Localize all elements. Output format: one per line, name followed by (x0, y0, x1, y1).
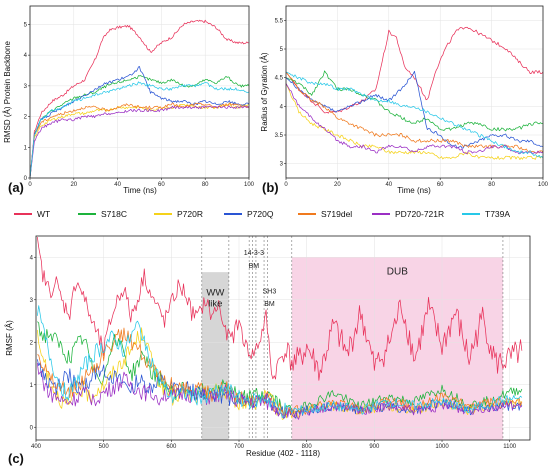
x-tick-label: 0 (28, 182, 32, 188)
series-line-pd720-721r (36, 362, 523, 420)
motif-annotation: 14-3-3 (244, 250, 264, 257)
y-tick-label: 0 (24, 176, 28, 182)
region-label-ww-like: WW like (206, 288, 224, 310)
y-tick-label: 5 (280, 47, 284, 53)
panel-label-a: (a) (8, 180, 24, 195)
x-tick-label: 600 (166, 444, 177, 450)
series-line-s718c (29, 75, 250, 179)
x-tick-label: 700 (234, 444, 245, 450)
y-tick-label: 3 (24, 84, 28, 90)
series-line-wt (285, 26, 544, 114)
x-tick-label: 60 (158, 182, 165, 188)
y-tick-label: 0 (30, 425, 34, 431)
series-line-s719del (37, 327, 523, 418)
x-tick-label: 20 (334, 182, 341, 188)
series-line-pd720-721r (29, 105, 250, 179)
y-axis-label: Radius of Gyration (Å) (260, 52, 269, 131)
y-tick-label: 4 (24, 53, 28, 59)
series-line-pd720-721r (285, 83, 544, 155)
x-tick-label: 80 (488, 182, 495, 188)
motif-annotation: SH3 (263, 288, 277, 295)
y-tick-label: 4.5 (275, 76, 284, 82)
y-tick-label: 3.5 (275, 133, 284, 139)
series-line-s719del (29, 102, 250, 179)
y-tick-label: 4 (280, 104, 284, 110)
x-tick-label: 100 (538, 182, 549, 188)
y-tick-label: 5 (24, 22, 28, 28)
plot-frame (35, 235, 531, 441)
series-line-wt (36, 236, 523, 381)
x-tick-label: 40 (385, 182, 392, 188)
y-tick-label: 1 (30, 383, 34, 389)
y-axis-label: RMSF (Å) (5, 320, 14, 356)
x-axis-label: Time (ns) (123, 186, 157, 195)
y-tick-label: 3 (30, 298, 34, 304)
plot-frame (285, 5, 544, 179)
x-tick-label: 100 (244, 182, 255, 188)
region-label-dub: DUB (387, 266, 408, 277)
legend: WT S718C P720R P720Q S719del PD720-721R T739A (14, 209, 510, 219)
panel-b-radius-of-gyration: 0 20 40 60 80 100 3 3.5 4 4.5 5 5.5 Time (ns) Radius … (260, 5, 549, 195)
panel-label-b: (b) (262, 180, 279, 195)
series-line-t739a (285, 71, 544, 159)
x-tick-label: 900 (369, 444, 380, 450)
x-tick-label: 0 (284, 182, 288, 188)
series-line-s718c (285, 70, 544, 132)
legend-label-p720q: P720Q (247, 209, 274, 219)
panel-label-c: (c) (8, 451, 24, 466)
legend-label-s719del: S719del (321, 209, 352, 219)
series-line-t739a (29, 81, 250, 179)
motif-annotation: BM (249, 263, 260, 270)
y-tick-label: 3 (280, 162, 284, 168)
x-axis-label: Time (ns) (397, 186, 431, 195)
x-tick-label: 1100 (503, 444, 517, 450)
y-axis-label: RMSD (Å) Protein Backbone (3, 41, 12, 143)
legend-label-p720r: P720R (177, 209, 203, 219)
x-tick-label: 60 (437, 182, 444, 188)
y-tick-label: 2 (24, 115, 28, 121)
series-line-wt (29, 19, 250, 179)
x-tick-label: 500 (99, 444, 110, 450)
y-tick-label: 1 (24, 145, 28, 151)
series-line-s718c (37, 321, 523, 417)
legend-label-pd720-721r: PD720-721R (395, 209, 444, 219)
x-tick-label: 80 (202, 182, 209, 188)
series-line-p720q (285, 70, 544, 149)
x-tick-label: 1000 (435, 444, 449, 450)
series-line-t739a (36, 305, 523, 418)
panel-a-rmsd: 0 20 40 60 80 100 0 1 2 3 4 5 Time (ns) RMSD (Å) Prot… (3, 5, 255, 195)
y-tick-label: 5.5 (275, 18, 284, 24)
motif-annotation: BM (264, 301, 275, 308)
region-ww-like (201, 272, 229, 440)
legend-label-t739a: T739A (485, 209, 510, 219)
series-line-p720r (285, 83, 544, 161)
legend-label-wt: WT (37, 209, 50, 219)
y-tick-label: 4 (30, 255, 34, 261)
x-tick-label: 40 (114, 182, 121, 188)
x-tick-label: 20 (70, 182, 77, 188)
series-line-p720q (29, 66, 250, 179)
x-axis-label: Residue (402 - 1118) (246, 449, 320, 458)
panel-c-rmsf: 400 500 600 700 800 900 1000 1100 0 1 2 3 4 Residue (… (5, 235, 531, 466)
y-tick-label: 2 (30, 340, 34, 346)
x-tick-label: 800 (302, 444, 313, 450)
plot-frame (29, 5, 250, 179)
legend-label-s718c: S718C (101, 209, 127, 219)
x-tick-label: 400 (31, 444, 42, 450)
